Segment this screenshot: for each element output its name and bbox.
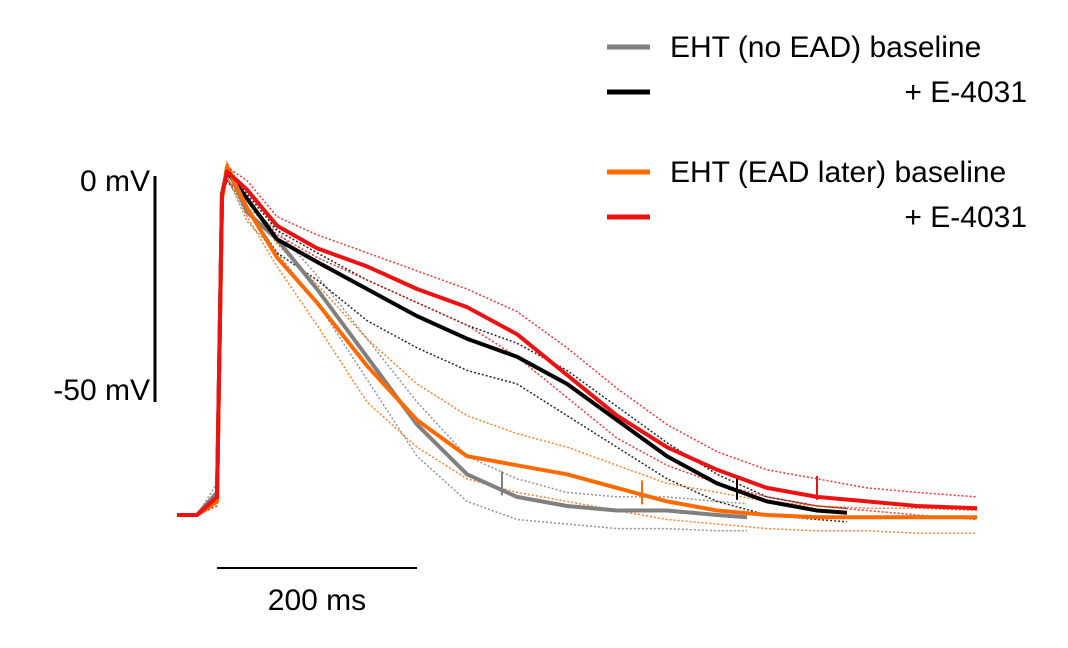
legend-label-ead-later-baseline: EHT (EAD later) baseline <box>670 156 1006 189</box>
series-3-e-4031-mean-trace <box>177 169 978 517</box>
y-scale-top-label: 0 mV <box>80 165 150 198</box>
scale-bars: 0 mV -50 mV 200 ms <box>53 165 417 617</box>
series-3-e-4031-upper-bound <box>177 165 978 516</box>
legend-label-no-ead-baseline: EHT (no EAD) baseline <box>670 31 981 64</box>
series-3-e-4031-lower-bound <box>177 179 978 521</box>
series-2-eht-ead-later-baseline-mean-trace <box>177 165 977 520</box>
legend-label-ead-later-e4031: + E-4031 <box>904 201 1027 234</box>
x-scale-label: 200 ms <box>268 584 366 617</box>
y-scale-bottom-label: -50 mV <box>53 374 150 407</box>
series-1-e-4031-lower-bound <box>177 178 848 523</box>
series-2-eht-ead-later-baseline-lower-bound <box>177 173 977 534</box>
legend: EHT (no EAD) baseline + E-4031 EHT (EAD … <box>607 31 1027 234</box>
series-2-eht-ead-later-baseline-upper-bound <box>177 160 978 516</box>
series-0-eht-no-ead-baseline-lower-bound <box>177 173 747 532</box>
traces <box>177 159 978 534</box>
legend-label-no-ead-e4031: + E-4031 <box>904 76 1027 109</box>
